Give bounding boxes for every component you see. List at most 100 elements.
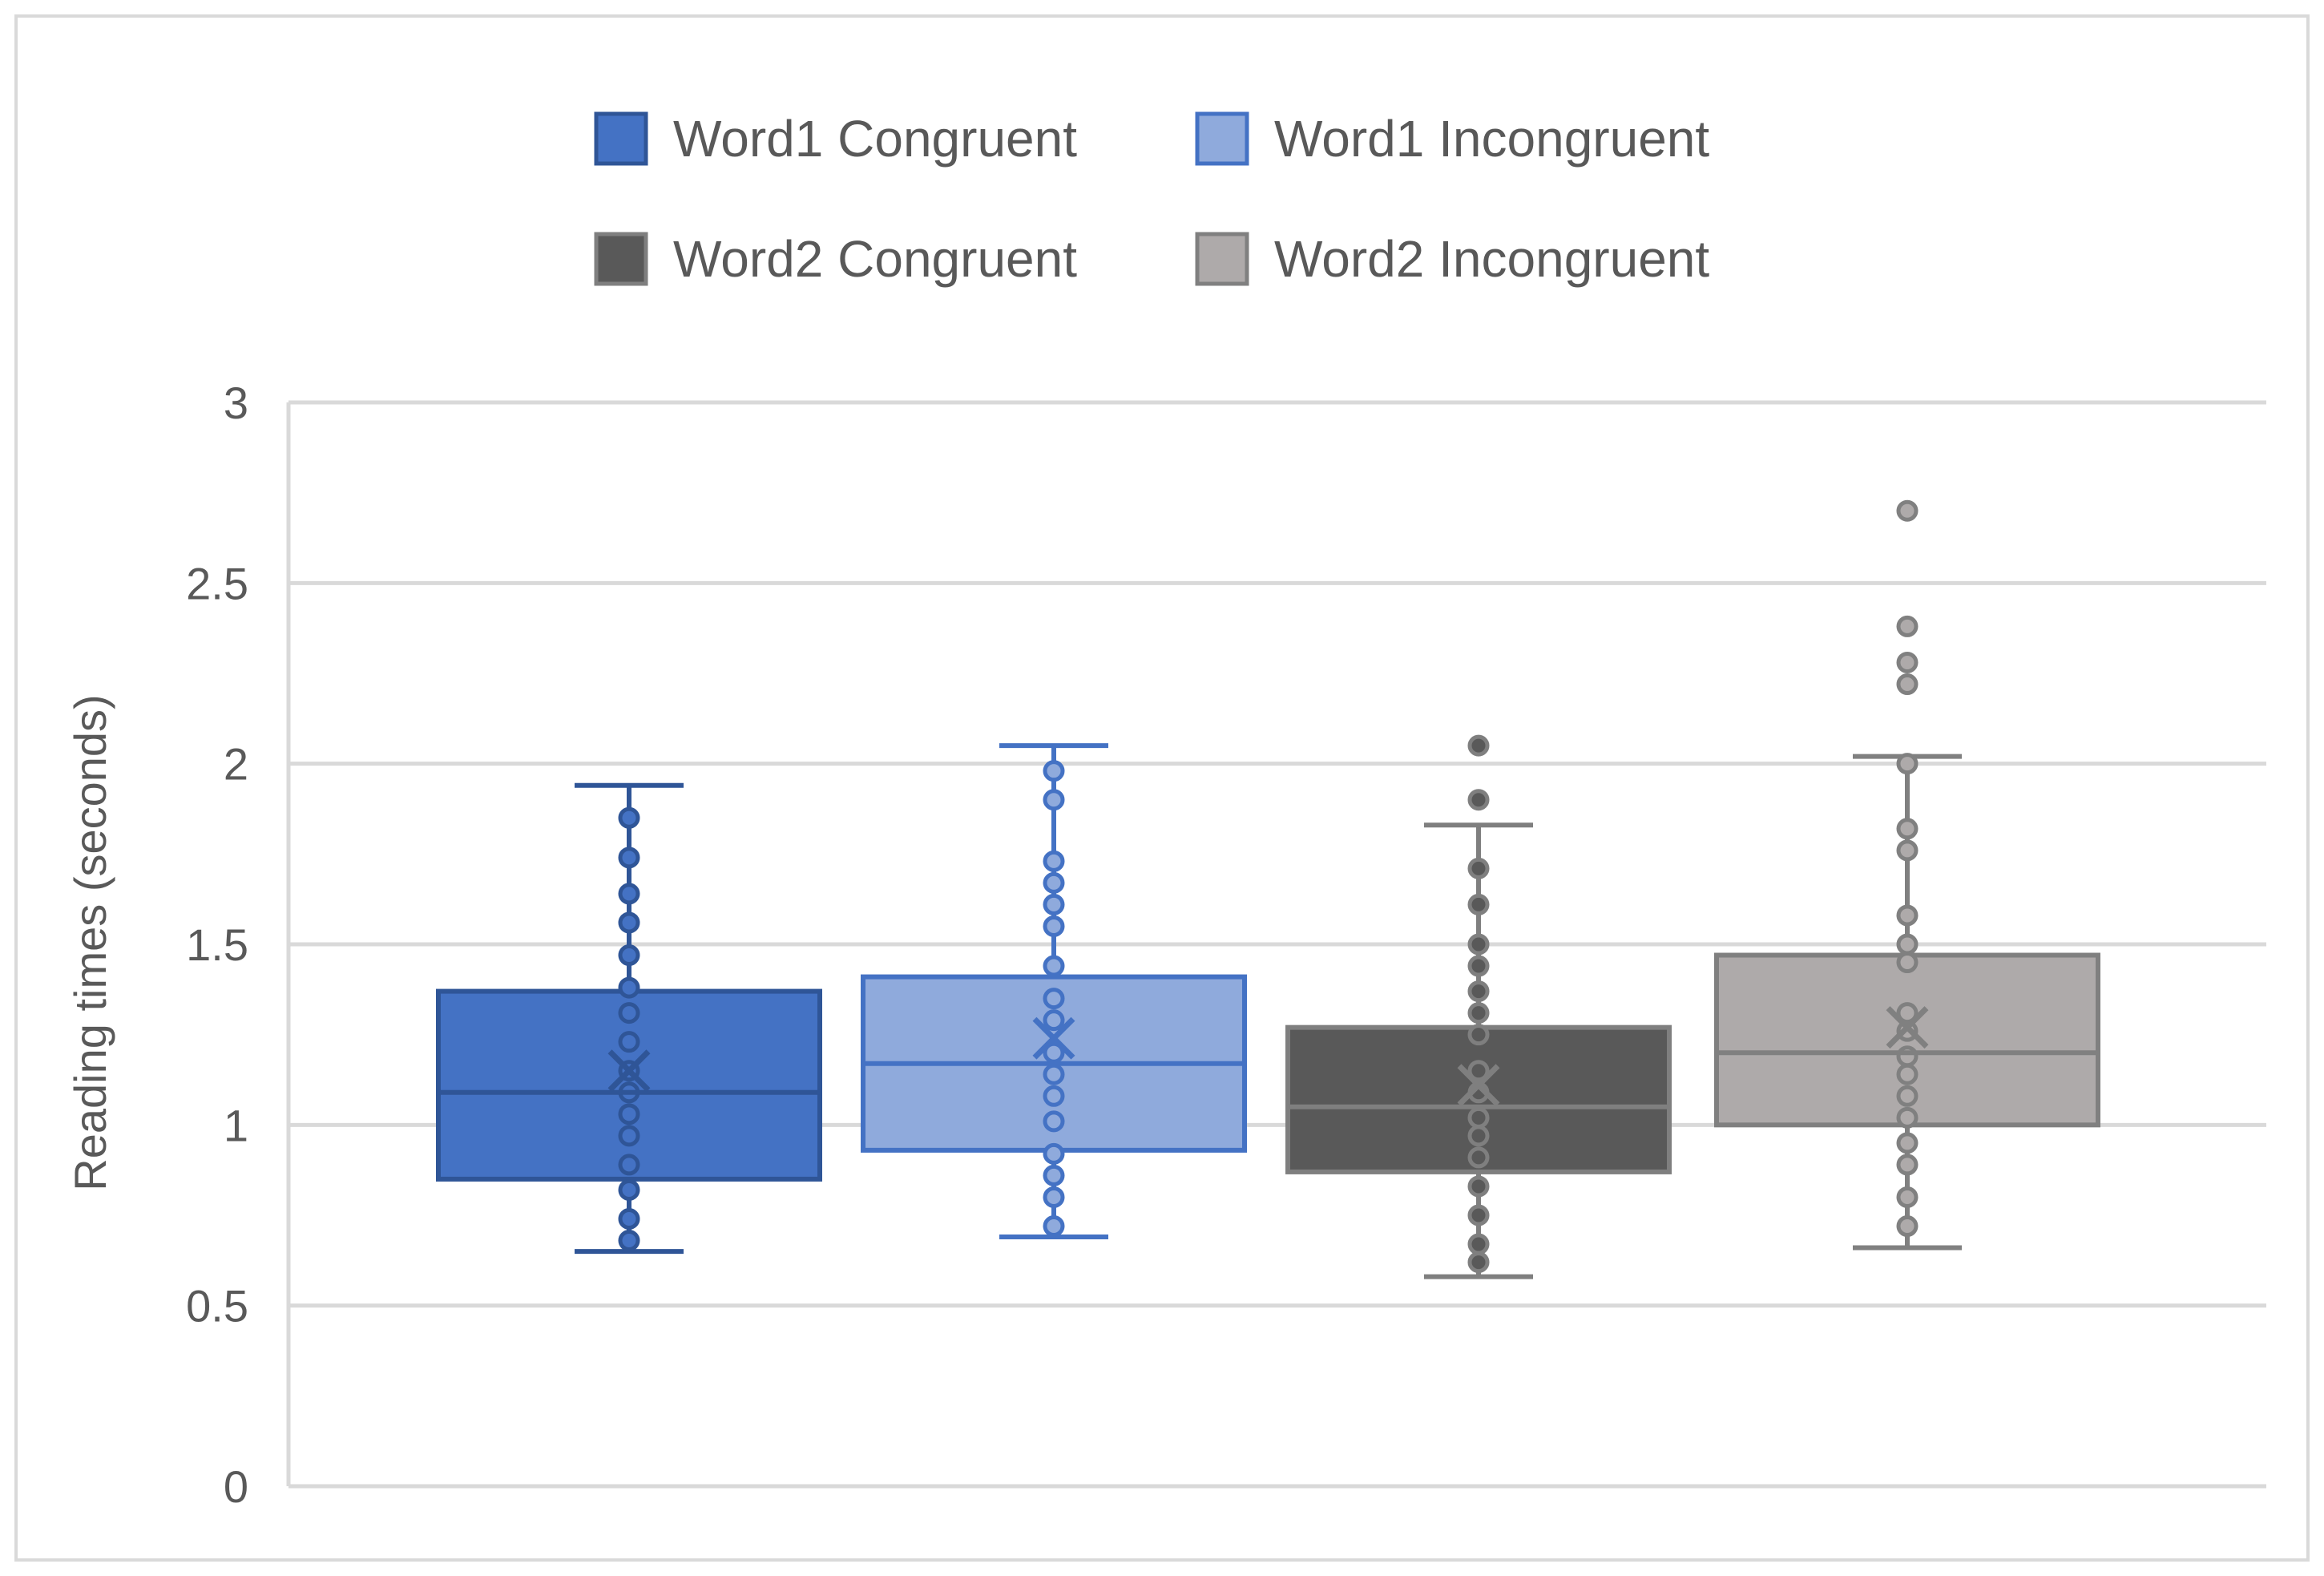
data-point	[1896, 499, 1919, 522]
data-point	[1896, 839, 1919, 862]
legend-swatch	[594, 111, 648, 166]
box-series	[436, 499, 2100, 1279]
y-tick-label: 0.5	[186, 1281, 248, 1332]
data-point	[618, 1178, 640, 1201]
mean-marker	[1032, 1016, 1075, 1060]
data-point	[618, 1208, 640, 1230]
data-point	[1043, 760, 1065, 782]
data-point	[618, 1002, 640, 1024]
data-point	[1896, 952, 1919, 974]
data-point	[1896, 1215, 1919, 1238]
y-tick-label: 3	[224, 378, 248, 428]
data-point	[1043, 850, 1065, 872]
data-point	[1896, 1154, 1919, 1176]
box-group	[1714, 499, 2100, 1251]
data-point	[618, 847, 640, 869]
data-point	[618, 1230, 640, 1252]
data-point	[1467, 1204, 1490, 1226]
data-point	[1043, 915, 1065, 937]
y-axis-title: Reading times (seconds)	[65, 694, 115, 1190]
mean-marker	[1457, 1064, 1500, 1107]
data-point	[618, 1154, 640, 1176]
data-point	[1043, 1085, 1065, 1107]
data-point	[1467, 734, 1490, 757]
legend-item: Word1 Congruent	[594, 110, 1077, 168]
data-point	[1043, 1142, 1065, 1165]
legend-label: Word2 Incongruent	[1274, 230, 1709, 288]
box-group	[436, 782, 822, 1255]
data-point	[1467, 1146, 1490, 1169]
data-point	[618, 806, 640, 829]
data-point	[1043, 893, 1065, 915]
legend-swatch	[594, 232, 648, 286]
data-point	[1467, 857, 1490, 879]
legend-swatch	[1195, 111, 1249, 166]
data-point	[1467, 1251, 1490, 1274]
data-point	[1896, 651, 1919, 673]
data-point	[1467, 1002, 1490, 1024]
data-point	[1043, 955, 1065, 977]
data-point	[1467, 893, 1490, 915]
legend: Word1 Congruent Word1 Incongruent Word2 Co…	[594, 110, 1709, 288]
data-point	[1896, 673, 1919, 696]
data-point	[1467, 955, 1490, 977]
y-axis-tick-labels: 0 0.5 1 1.5 2 2.5 3	[186, 378, 248, 1512]
data-point	[1043, 1009, 1065, 1032]
data-point	[1896, 1063, 1919, 1085]
legend-label: Word1 Incongruent	[1274, 110, 1709, 168]
data-point	[1467, 1125, 1490, 1147]
legend-item: Word2 Congruent	[594, 230, 1077, 288]
y-tick-label: 2	[224, 739, 248, 790]
data-point	[1467, 933, 1490, 956]
data-point	[1896, 1106, 1919, 1129]
box-group	[861, 743, 1247, 1240]
data-point	[1896, 904, 1919, 927]
data-point	[618, 1031, 640, 1053]
legend-item: Word1 Incongruent	[1195, 110, 1709, 168]
data-point	[1043, 1186, 1065, 1208]
data-point	[1043, 988, 1065, 1010]
data-point	[1896, 818, 1919, 840]
data-point	[1467, 1024, 1490, 1046]
data-point	[1043, 1063, 1065, 1085]
data-point	[1896, 1186, 1919, 1208]
data-point	[618, 911, 640, 934]
box-group	[1285, 734, 1672, 1279]
mean-marker	[607, 1049, 651, 1093]
data-point	[618, 1125, 640, 1147]
mean-marker-stroke	[1457, 1064, 1500, 1107]
mean-marker-stroke	[1886, 1006, 1929, 1049]
data-point	[618, 976, 640, 999]
chart-frame	[14, 14, 2310, 1562]
data-point	[618, 1103, 640, 1125]
y-tick-label: 0	[224, 1461, 248, 1512]
data-point	[1467, 1233, 1490, 1255]
legend-item: Word2 Incongruent	[1195, 230, 1709, 288]
mean-marker	[1886, 1006, 1929, 1049]
data-point	[1896, 615, 1919, 637]
data-point	[618, 944, 640, 967]
y-tick-label: 1.5	[186, 919, 248, 970]
data-point	[1467, 1106, 1490, 1129]
data-point	[1896, 753, 1919, 775]
data-point	[1896, 1132, 1919, 1154]
data-point	[1896, 1045, 1919, 1068]
y-tick-label: 2.5	[186, 558, 248, 608]
data-point	[1896, 1085, 1919, 1107]
data-point	[1467, 1175, 1490, 1198]
data-point	[1467, 789, 1490, 811]
data-point	[1043, 1110, 1065, 1133]
data-point	[1043, 1215, 1065, 1238]
data-point	[1467, 980, 1490, 1003]
y-tick-label: 1	[224, 1100, 248, 1150]
legend-label: Word2 Congruent	[673, 230, 1077, 288]
legend-label: Word1 Congruent	[673, 110, 1077, 168]
legend-swatch	[1195, 232, 1249, 286]
data-point	[1043, 1164, 1065, 1186]
data-point	[1467, 1060, 1490, 1082]
data-point	[1043, 871, 1065, 894]
data-point	[1043, 789, 1065, 811]
mean-marker-stroke	[607, 1049, 651, 1093]
